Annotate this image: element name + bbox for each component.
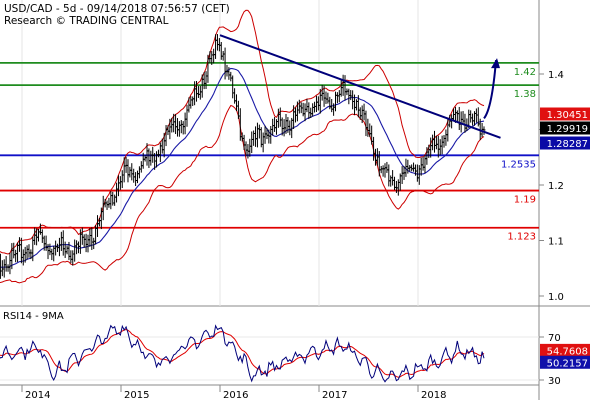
rsi-tag	[540, 343, 590, 357]
rsi-signal-line	[0, 328, 485, 378]
rsi-tag-label: 50.2157	[547, 358, 588, 369]
year-label: 2015	[124, 390, 149, 400]
rsi-axis-label: 30	[548, 376, 561, 387]
price-tag-label: 1.29919	[547, 124, 588, 135]
level-label: 1.42	[514, 67, 536, 78]
chart-subtitle: Research © TRADING CENTRAL	[4, 15, 169, 27]
price-axis-label: 1.0	[548, 292, 564, 303]
price-tag	[540, 121, 590, 135]
chart-title: USD/CAD - 5d - 09/14/2018 07:56:57 (CET)	[4, 3, 230, 15]
year-label: 2017	[322, 390, 347, 400]
moving-average-line	[0, 67, 485, 268]
price-tag	[540, 136, 590, 150]
bollinger-upper	[0, 9, 485, 255]
year-label: 2016	[223, 390, 248, 400]
rsi-axis-label: 70	[548, 333, 561, 344]
price-tag-label: 1.28287	[547, 139, 588, 150]
grid-layer	[0, 0, 539, 381]
rsi-tag	[540, 355, 590, 369]
rsi-panel	[0, 324, 485, 383]
price-bars	[0, 34, 486, 279]
level-lines: 1.42 1.38 1.2535 1.19 1.123	[0, 62, 539, 243]
level-label: 1.123	[507, 232, 536, 243]
projection-arrow-head	[491, 58, 500, 69]
year-label: 2014	[25, 390, 50, 400]
year-label: 2018	[421, 390, 446, 400]
descending-trendline	[219, 34, 501, 139]
price-axis-label: 1.4	[548, 70, 564, 81]
rsi-line	[0, 324, 485, 383]
level-label: 1.2535	[501, 159, 536, 170]
price-tag	[540, 107, 590, 121]
rsi-tag-label: 54.7608	[547, 346, 588, 357]
price-axis-label: 1.2	[548, 181, 564, 192]
level-label: 1.19	[514, 195, 536, 206]
rsi-title: RSI14 - 9MA	[3, 311, 64, 322]
level-label: 1.38	[514, 89, 536, 100]
trend-annotations	[219, 34, 501, 139]
price-tag-label: 1.30451	[547, 110, 588, 121]
price-axis-label: 1.1	[548, 237, 564, 248]
